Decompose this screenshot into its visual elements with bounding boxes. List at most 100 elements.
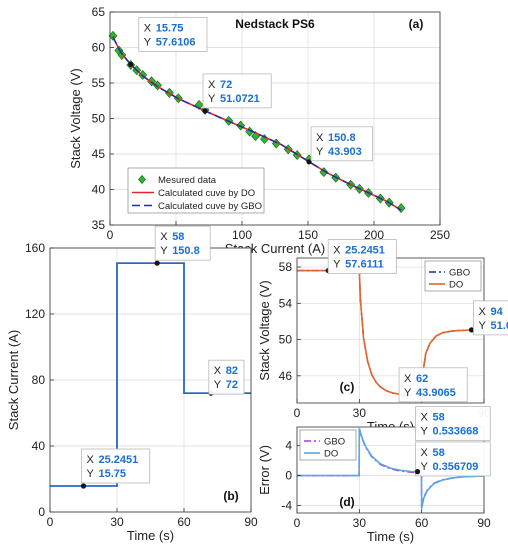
- data-point-diamond: [396, 203, 406, 214]
- datatip-x-key: X: [421, 412, 429, 424]
- datatip-x-value: 15.75: [156, 22, 184, 34]
- legend: Mesured data Calculated cuve by DO Calcula…: [127, 167, 265, 214]
- x-tick-label: 30: [353, 516, 367, 530]
- y-tick-label: 160: [25, 241, 45, 255]
- datatip-x-key: X: [333, 245, 341, 257]
- datatip-frame: [415, 441, 491, 477]
- legend-frame: [424, 260, 482, 292]
- datatip-frame: [208, 359, 245, 395]
- datatip-y-value: 0.356709: [433, 461, 479, 473]
- x-axis-label: Time (s): [367, 529, 414, 544]
- datatip-marker: [154, 260, 160, 266]
- y-tick-label: 4: [285, 439, 292, 453]
- datatip-box: X 58 Y 0.533668: [415, 406, 491, 442]
- y-tick-label: 46: [279, 369, 293, 383]
- datatip-x-value: 58: [433, 412, 445, 424]
- datatip-box: X 82 Y 72: [208, 359, 245, 395]
- datatip-frame: [202, 73, 272, 109]
- x-tick-label: 30: [110, 515, 124, 529]
- datatip-box: X 25.2451 Y 15.75: [81, 448, 151, 484]
- datatip-x-value: 72: [220, 79, 232, 91]
- y-tick-label: 40: [92, 183, 106, 197]
- x-tick-label: 0: [107, 228, 114, 242]
- y-tick-label: 120: [25, 307, 45, 321]
- legend-entry: GBO: [449, 268, 470, 279]
- datatip-y-value: 51.0709: [491, 320, 508, 332]
- y-tick-label: 50: [279, 333, 293, 347]
- datatip-x-value: 94: [491, 306, 504, 318]
- y-axis-label: Stack Voltage (V): [68, 68, 83, 168]
- y-tick-label: 35: [92, 218, 106, 232]
- datatip-y-key: Y: [404, 387, 412, 399]
- datatip-y-key: Y: [144, 36, 152, 48]
- datatip-y-value: 43.9065: [416, 387, 456, 399]
- datatip-frame: [415, 406, 491, 442]
- y-tick-label: 55: [92, 76, 106, 90]
- datatip-x-key: X: [87, 454, 95, 466]
- panel-a: 05010015020025035404550556065Stack Curre…: [68, 5, 450, 256]
- series-line-1: [297, 428, 484, 509]
- datatip-box: X 62 Y 43.9065: [398, 367, 468, 403]
- y-tick-label: 0: [285, 469, 292, 483]
- datatip-x-key: X: [160, 231, 168, 243]
- panel-c: 030609046505458Time (s)Stack Voltage (V)…: [257, 239, 508, 434]
- datatip-x-value: 58: [433, 447, 445, 459]
- datatip-x-value: 82: [226, 365, 238, 377]
- panel-label: (c): [340, 380, 355, 394]
- y-axis-label: Stack Voltage (V): [257, 280, 272, 380]
- datatip-x-value: 150.8: [328, 132, 356, 144]
- y-tick-label: 60: [92, 41, 106, 55]
- legend-entry: GBO: [324, 437, 345, 448]
- datatip-x-key: X: [214, 365, 222, 377]
- series-line-1: [50, 262, 251, 487]
- datatip-y-key: Y: [333, 259, 341, 271]
- datatip-y-value: 15.75: [99, 468, 127, 480]
- y-tick-label: 58: [279, 260, 293, 274]
- x-tick-label: 0: [294, 516, 301, 530]
- x-tick-label: 0: [294, 406, 301, 420]
- datatip-y-key: Y: [87, 468, 95, 480]
- datatip-y-value: 150.8: [172, 245, 200, 257]
- legend-entry: Mesured data: [158, 175, 217, 186]
- datatip-y-key: Y: [208, 93, 216, 105]
- datatip-frame: [154, 225, 211, 261]
- y-tick-label: -4: [281, 499, 292, 513]
- x-axis-label: Time (s): [127, 528, 174, 543]
- datatip-x-value: 25.2451: [345, 245, 385, 257]
- legend-frame: [299, 429, 357, 461]
- chart-title: Nedstack PS6: [235, 17, 315, 31]
- legend-entry: DO: [449, 280, 463, 291]
- datatip-y-value: 72: [226, 379, 238, 391]
- legend-swatch-diamond: [138, 175, 146, 184]
- legend-entry: DO: [324, 449, 338, 460]
- y-tick-label: 0: [38, 505, 45, 519]
- x-tick-label: 100: [232, 228, 252, 242]
- datatip-x-key: X: [421, 447, 429, 459]
- datatip-x-value: 62: [416, 373, 428, 385]
- datatip-y-value: 43.903: [328, 146, 362, 158]
- datatip-frame: [398, 367, 468, 403]
- datatip-y-value: 51.0721: [220, 93, 260, 105]
- y-tick-label: 65: [92, 5, 106, 19]
- datatip-y-key: Y: [421, 461, 429, 473]
- x-tick-label: 250: [430, 228, 450, 242]
- data-point-diamond: [245, 126, 255, 137]
- datatip-x-value: 58: [172, 231, 184, 243]
- datatip-box: X 72 Y 51.0721: [202, 73, 272, 109]
- x-tick-label: 90: [477, 516, 491, 530]
- datatip-x-key: X: [144, 22, 152, 34]
- datatip-y-key: Y: [160, 245, 168, 257]
- datatip-y-key: Y: [479, 320, 487, 332]
- x-tick-label: 90: [244, 515, 258, 529]
- x-tick-label: 200: [364, 228, 384, 242]
- datatip-marker: [80, 483, 87, 489]
- datatip-marker: [128, 61, 134, 68]
- datatip-frame: [310, 126, 374, 162]
- datatip-x-key: X: [479, 306, 487, 318]
- datatip-marker: [202, 108, 208, 114]
- datatip-box: X 150.8 Y 43.903: [310, 126, 374, 162]
- y-tick-label: 45: [92, 147, 106, 161]
- x-tick-label: 60: [415, 516, 429, 530]
